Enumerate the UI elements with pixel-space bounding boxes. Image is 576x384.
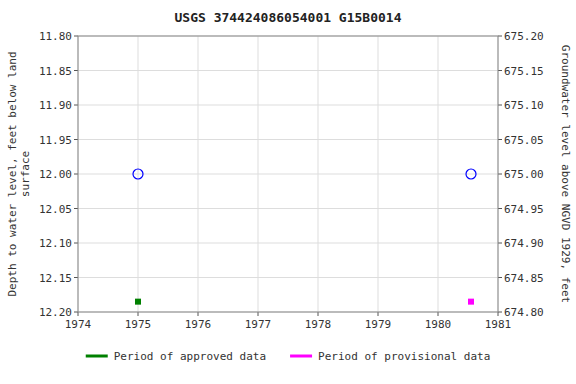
plot-frame xyxy=(78,36,498,312)
y-grid-line xyxy=(78,277,498,278)
y2-tick-label: 675.00 xyxy=(504,168,544,181)
chart: 1974 1975 1976 1977 1978 1979 1980 1981 11.80 11.… xyxy=(0,0,576,384)
y-tick-label: 11.80 xyxy=(39,30,72,43)
x-tick xyxy=(198,312,199,316)
y2-tick xyxy=(498,312,502,313)
y-tick-label: 11.90 xyxy=(39,99,72,112)
x-tick xyxy=(78,312,79,316)
x-tick-label: 1976 xyxy=(185,318,212,331)
y-tick xyxy=(74,243,78,244)
legend-item: Period of approved data xyxy=(86,350,266,363)
y2-tick-label: 675.20 xyxy=(504,30,544,43)
y-tick-label: 12.10 xyxy=(39,237,72,250)
x-tick-label: 1979 xyxy=(365,318,392,331)
square-marker xyxy=(135,299,141,305)
y-tick xyxy=(74,105,78,106)
open-circle-marker xyxy=(466,169,476,179)
marks xyxy=(133,169,476,305)
y-tick-label: 11.85 xyxy=(39,65,72,78)
y-axis-label: Depth to water level, feet below landsur… xyxy=(6,51,32,296)
y-tick-label: 12.00 xyxy=(39,168,72,181)
y2-tick-label: 675.10 xyxy=(504,99,544,112)
y2-tick xyxy=(498,208,502,209)
y2-tick xyxy=(498,105,502,106)
x-tick-label: 1981 xyxy=(485,318,512,331)
x-tick-label: 1975 xyxy=(125,318,152,331)
y2-tick-label: 674.90 xyxy=(504,237,544,250)
y2-tick xyxy=(498,70,502,71)
y-tick-label: 11.95 xyxy=(39,134,72,147)
x-tick-label: 1974 xyxy=(65,318,92,331)
legend: Period of approved data Period of provisi… xyxy=(86,350,491,363)
y-axis-label-line: surface xyxy=(19,151,32,197)
x-tick xyxy=(438,312,439,316)
y-tick xyxy=(74,174,78,175)
x-tick xyxy=(258,312,259,316)
y-tick xyxy=(74,312,78,313)
y2-tick-label: 674.85 xyxy=(504,272,544,285)
x-tick-label: 1978 xyxy=(305,318,332,331)
y-tick xyxy=(74,139,78,140)
y-tick-label: 12.20 xyxy=(39,306,72,319)
y2-axis-label: Groundwater level above NGVD 1929, feet xyxy=(559,45,572,303)
y-grid-line xyxy=(78,208,498,209)
y-tick xyxy=(74,208,78,209)
y-grid-line xyxy=(78,139,498,140)
y2-tick xyxy=(498,139,502,140)
y-tick-label: 12.15 xyxy=(39,272,72,285)
y-grid-line xyxy=(78,70,498,71)
x-tick xyxy=(318,312,319,316)
legend-item: Period of provisional data xyxy=(290,350,490,363)
x-tick-label: 1980 xyxy=(425,318,452,331)
open-circle-marker xyxy=(133,169,143,179)
y2-tick xyxy=(498,174,502,175)
grid xyxy=(78,36,498,312)
legend-swatch xyxy=(86,355,108,358)
y-grid-line xyxy=(78,174,498,175)
y2-tick xyxy=(498,36,502,37)
legend-label: Period of provisional data xyxy=(318,350,490,363)
y-tick xyxy=(74,277,78,278)
y2-tick-label: 675.05 xyxy=(504,134,544,147)
y2-tick xyxy=(498,277,502,278)
y-tick-label: 12.05 xyxy=(39,203,72,216)
y-tick xyxy=(74,70,78,71)
y-tick xyxy=(74,36,78,37)
x-tick-label: 1977 xyxy=(245,318,272,331)
legend-label: Period of approved data xyxy=(114,350,266,363)
square-marker xyxy=(468,299,474,305)
title: USGS 374424086054001 G15B0014 xyxy=(175,10,402,25)
y2-tick-label: 674.95 xyxy=(504,203,544,216)
y-axis-label-line: Depth to water level, feet below land xyxy=(6,51,19,296)
legend-swatch xyxy=(290,355,312,358)
y-grid-line xyxy=(78,243,498,244)
y-grid-line xyxy=(78,105,498,106)
x-tick xyxy=(378,312,379,316)
y2-tick xyxy=(498,243,502,244)
x-tick xyxy=(138,312,139,316)
y2-tick-label: 674.80 xyxy=(504,306,544,319)
y2-tick-label: 675.15 xyxy=(504,65,544,78)
x-tick xyxy=(498,312,499,316)
